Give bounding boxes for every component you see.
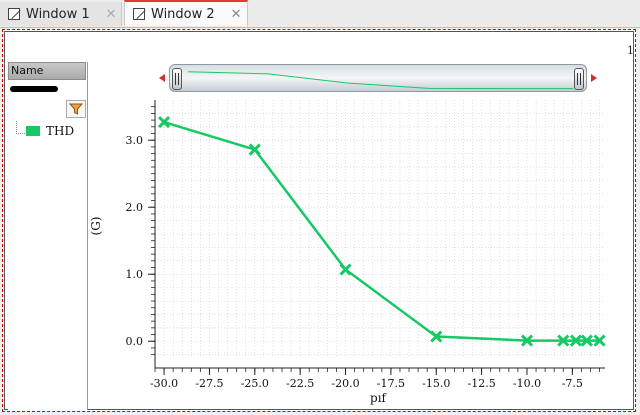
y-axis-label: (G) [90,217,103,236]
data-point-marker [557,334,570,347]
filter-button[interactable] [66,100,86,118]
slider-preview-line [188,71,574,90]
chart-window-border [4,31,634,410]
range-slider[interactable] [155,64,601,92]
tab-window-1[interactable]: Window 1 ✕ [0,2,122,26]
legend-item-thd[interactable]: THD [26,124,74,138]
marker-stroke [248,143,261,156]
marker-stroke [339,263,352,276]
arrow-left-icon[interactable] [155,69,169,87]
tab-label: Window 2 [151,6,215,22]
x-tick-label: -7.5 [562,377,583,390]
page-number: 1 [627,44,634,57]
slider-left-handle[interactable] [172,68,182,90]
marker-stroke [557,334,570,347]
filter-funnel-icon [69,103,83,115]
close-icon[interactable]: ✕ [230,6,242,22]
marker-stroke [430,330,443,343]
legend-swatch [26,126,40,136]
marker-stroke [520,334,534,347]
data-point-marker [520,334,534,347]
data-point-marker [569,334,583,347]
data-point-marker [580,334,593,347]
y-tick-label: 3.0 [126,134,144,147]
chart-axes: -30.0 -27.5 -25.0 -22.5 -20.0 -17.5 -15.0 -12.5… [126,100,605,390]
name-column-header[interactable]: Name [8,62,86,80]
chart-grid [154,100,605,358]
data-point-marker [430,330,443,343]
data-point-marker [593,334,606,347]
x-axis-label: pıf [370,391,388,405]
slider-track[interactable] [169,64,587,92]
tab-bar: Window 1 ✕ Window 2 ✕ [0,0,640,28]
marker-stroke [580,334,593,347]
x-tick-label: -25.0 [241,377,269,390]
arrow-right-icon[interactable] [587,69,601,87]
filter-input[interactable] [10,86,58,92]
slider-right-handle[interactable] [574,68,584,90]
x-tick-label: -22.5 [286,377,314,390]
x-tick-label: -15.0 [422,377,450,390]
tab-label: Window 1 [26,6,90,22]
y-tick-label: 1.0 [126,268,144,281]
x-tick-label: -10.0 [513,377,541,390]
marker-stroke [569,334,583,347]
marker-stroke [158,116,171,129]
marker-stroke [593,334,606,347]
y-tick-label: 0.0 [126,335,144,348]
x-tick-label: -30.0 [150,377,178,390]
tree-connector [16,121,25,134]
data-point-marker [158,116,171,129]
data-point-marker [248,143,261,156]
x-tick-label: -17.5 [377,377,405,390]
chart-series [158,116,606,347]
tab-window-2[interactable]: Window 2 ✕ [124,0,248,26]
window-icon [8,8,20,20]
x-tick-label: -27.5 [195,377,223,390]
legend-sidebar: Name THD [8,62,88,410]
close-icon[interactable]: ✕ [105,6,117,22]
window-icon [133,8,145,20]
data-point-marker [339,263,352,276]
y-tick-label: 2.0 [126,201,144,214]
x-tick-label: -20.0 [331,377,359,390]
line-chart[interactable]: -30.0 -27.5 -25.0 -22.5 -20.0 -17.5 -15.0 -12.5… [90,96,620,406]
x-tick-label: -12.5 [468,377,496,390]
legend-label: THD [46,124,75,138]
